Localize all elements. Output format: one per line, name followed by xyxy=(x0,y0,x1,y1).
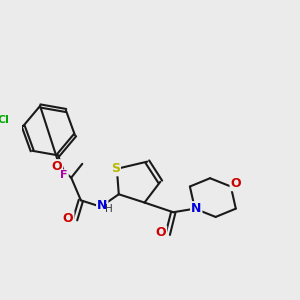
Text: O: O xyxy=(52,160,62,173)
Text: F: F xyxy=(60,170,68,180)
Text: S: S xyxy=(111,162,120,175)
Text: O: O xyxy=(230,177,241,190)
Text: O: O xyxy=(63,212,74,225)
Text: O: O xyxy=(155,226,166,239)
Text: H: H xyxy=(105,205,113,214)
Text: N: N xyxy=(97,200,107,212)
Text: N: N xyxy=(191,202,201,215)
Text: Cl: Cl xyxy=(0,115,10,125)
